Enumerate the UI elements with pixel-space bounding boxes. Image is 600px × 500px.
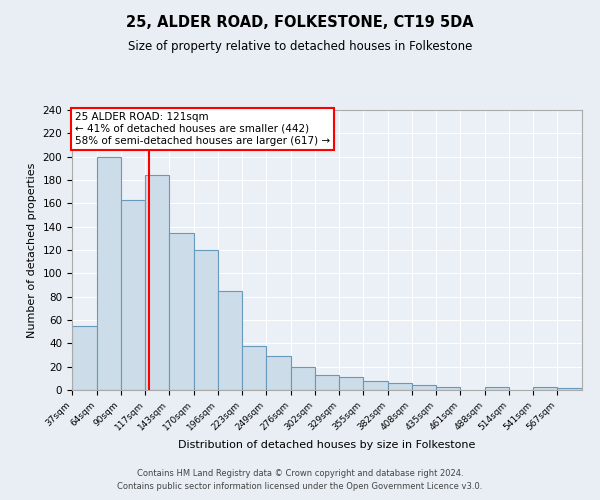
Bar	[485, 386, 509, 390]
Bar	[388, 383, 412, 390]
X-axis label: Distribution of detached houses by size in Folkestone: Distribution of detached houses by size …	[178, 440, 476, 450]
Bar	[291, 366, 314, 390]
Bar	[436, 386, 460, 390]
Y-axis label: Number of detached properties: Number of detached properties	[27, 162, 37, 338]
Bar	[557, 388, 582, 390]
Bar	[266, 356, 291, 390]
Bar	[121, 200, 145, 390]
Bar	[242, 346, 266, 390]
Bar	[412, 386, 436, 390]
Text: 25, ALDER ROAD, FOLKESTONE, CT19 5DA: 25, ALDER ROAD, FOLKESTONE, CT19 5DA	[126, 15, 474, 30]
Bar	[72, 326, 97, 390]
Bar	[169, 232, 194, 390]
Bar	[145, 176, 169, 390]
Text: Size of property relative to detached houses in Folkestone: Size of property relative to detached ho…	[128, 40, 472, 53]
Bar	[97, 156, 121, 390]
Text: Contains HM Land Registry data © Crown copyright and database right 2024.: Contains HM Land Registry data © Crown c…	[137, 468, 463, 477]
Bar	[340, 377, 363, 390]
Bar	[314, 375, 340, 390]
Bar	[218, 291, 242, 390]
Bar	[194, 250, 218, 390]
Bar	[533, 386, 557, 390]
Bar	[363, 380, 388, 390]
Text: 25 ALDER ROAD: 121sqm
← 41% of detached houses are smaller (442)
58% of semi-det: 25 ALDER ROAD: 121sqm ← 41% of detached …	[75, 112, 330, 146]
Text: Contains public sector information licensed under the Open Government Licence v3: Contains public sector information licen…	[118, 482, 482, 491]
